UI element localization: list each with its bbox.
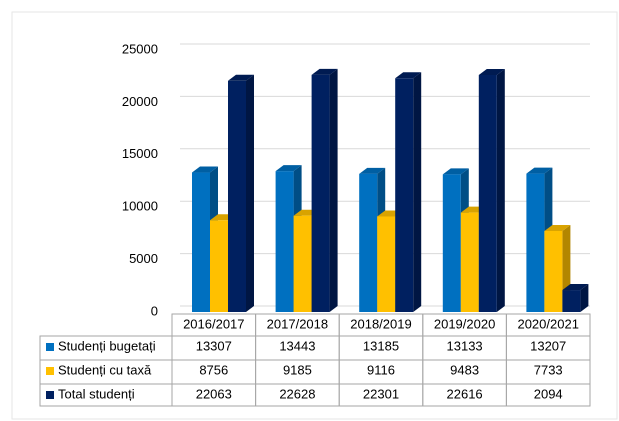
bar [478,74,497,313]
table-value: 9116 [367,362,395,377]
table-value: 22616 [447,386,483,401]
bar [377,216,396,312]
bar-top [395,72,422,79]
bar [228,80,246,313]
bar-side [496,68,505,313]
table-value: 13207 [530,338,566,353]
bar-side [413,72,422,312]
bar [395,78,414,312]
x-tick-label: 2016/2017 [183,316,244,331]
bar-top [442,168,469,175]
bar-top [359,167,386,174]
bar-top [228,74,254,81]
x-tick-label: 2019/2020 [434,316,495,331]
bar-top [526,167,553,174]
bar [460,212,479,312]
y-tick-label: 10000 [122,199,158,214]
table-value: 9185 [283,362,312,377]
bar-side [580,284,589,312]
bar [526,173,545,312]
bar-top [192,166,218,173]
bar [311,74,330,313]
bar-top [478,68,505,75]
table-value: 13307 [196,338,232,353]
bar [192,172,210,312]
table-value: 2094 [534,386,563,401]
table-cell [505,383,591,407]
legend-label: Total studenți [58,386,135,401]
legend-swatch [46,367,54,375]
legend-swatch [46,391,54,399]
bar-top [544,224,571,231]
table-value: 13185 [363,338,399,353]
bar [544,230,563,312]
y-tick-label: 25000 [122,41,158,56]
legend-label: Studenți cu taxă [58,362,152,377]
chart-frame [11,11,618,420]
x-tick-label: 2018/2019 [350,316,411,331]
bar [359,173,378,312]
y-tick-label: 20000 [122,94,158,109]
table-value: 8756 [199,362,228,377]
table-cell [39,383,173,407]
table-value: 22628 [279,386,315,401]
legend-swatch [46,343,54,351]
bar-top [275,165,302,172]
y-tick-label: 15000 [122,146,158,161]
bar [210,220,228,312]
bar-top [311,68,338,75]
legend-label: Studenți bugetați [58,338,156,353]
table-value: 9483 [450,362,479,377]
bar [442,174,461,312]
bar [293,215,312,312]
bar-top [562,284,589,291]
table-value: 22301 [363,386,399,401]
bar [275,171,294,312]
x-tick-label: 2017/2018 [267,316,328,331]
bar [562,290,581,312]
bar-side [246,74,254,313]
y-tick-label: 0 [151,303,158,318]
table-value: 13443 [279,338,315,353]
table-value: 7733 [534,362,563,377]
x-tick-label: 2020/2021 [517,316,578,331]
y-tick-label: 5000 [129,251,158,266]
bar-side [329,68,338,313]
table-value: 13133 [447,338,483,353]
table-value: 22063 [196,386,232,401]
